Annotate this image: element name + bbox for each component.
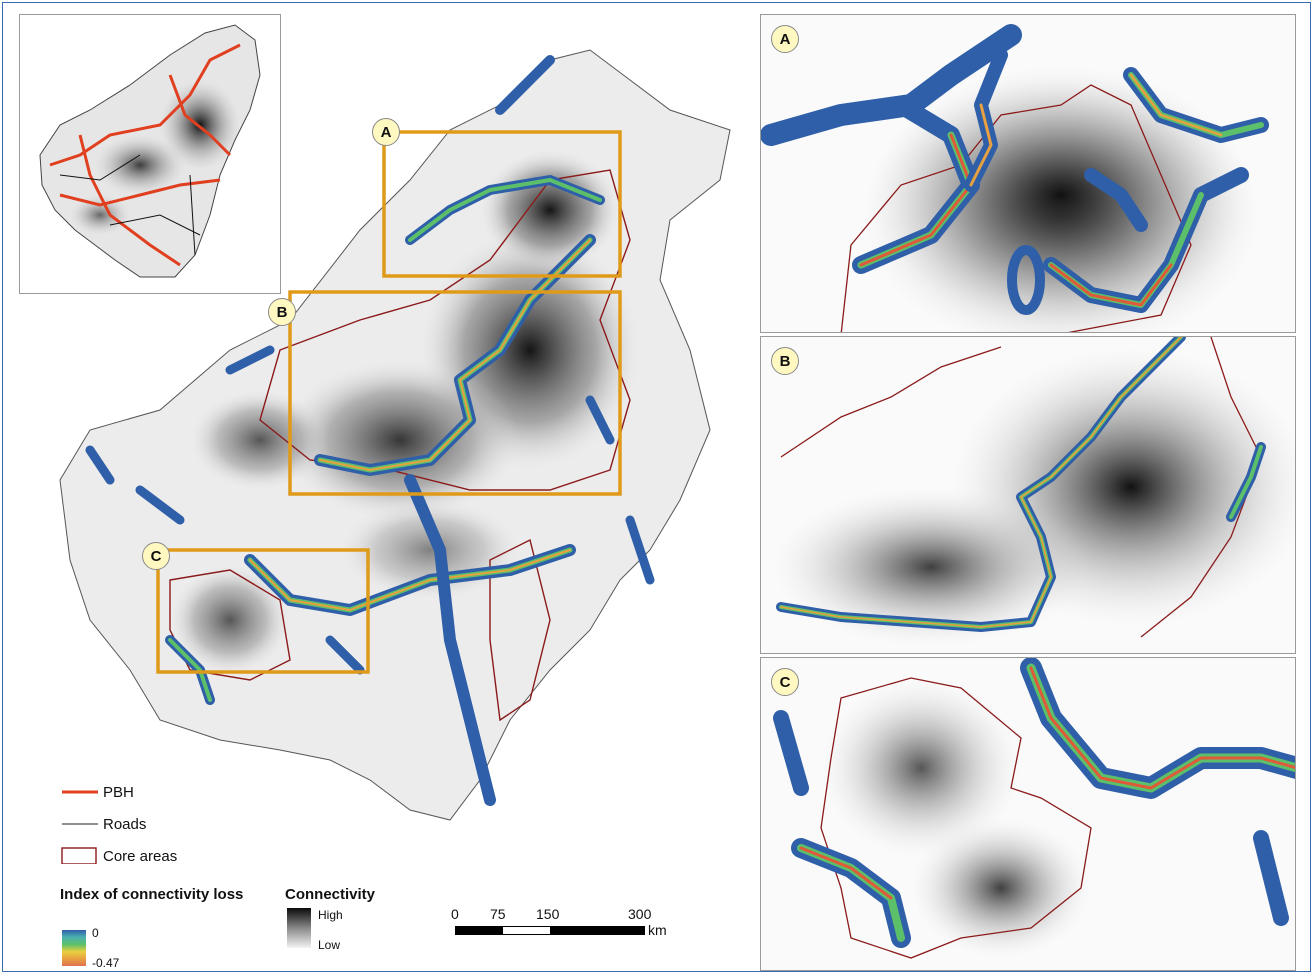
connectivity-legend-title: Connectivity	[285, 886, 376, 903]
loss-max-label: 0	[92, 926, 99, 940]
loss-min-label: -0.47	[92, 956, 120, 970]
scale-tick-300: 300	[628, 906, 652, 922]
zoom-panel-a: A	[760, 14, 1296, 333]
scale-tick-75: 75	[490, 906, 506, 922]
zoom-panel-c: C	[760, 657, 1296, 971]
loss-legend-title: Index of connectivity loss	[60, 886, 244, 903]
overview-inset-map	[19, 14, 281, 294]
legend-roads-label: Roads	[103, 816, 147, 833]
main-badge-c: C	[142, 542, 170, 570]
connectivity-high-label: High	[318, 908, 343, 922]
legend-symbols	[61, 790, 98, 864]
zoom-badge-b: B	[771, 347, 799, 375]
scale-tick-0: 0	[451, 906, 459, 922]
main-badge-a: A	[372, 118, 400, 146]
loss-color-ramp	[62, 930, 86, 966]
main-map	[30, 20, 750, 840]
scale-tick-150: 150	[536, 906, 560, 922]
legend-core-label: Core areas	[103, 848, 178, 865]
scale-unit: km	[648, 922, 667, 938]
legend-pbh-label: PBH	[103, 784, 134, 801]
scale-bar-graphic	[455, 926, 645, 935]
connectivity-ramp	[287, 908, 311, 948]
connectivity-low-label: Low	[318, 938, 341, 952]
zoom-badge-a: A	[771, 25, 799, 53]
main-badge-b: B	[268, 298, 296, 326]
zoom-badge-c: C	[771, 668, 799, 696]
zoom-panel-b: B	[760, 336, 1296, 654]
